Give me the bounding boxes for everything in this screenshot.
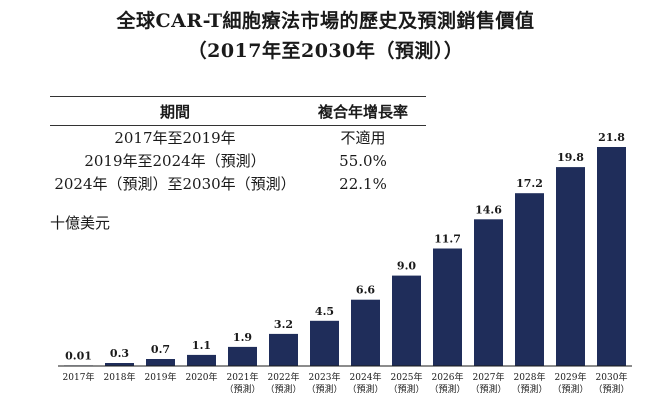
bar-3 (187, 354, 216, 366)
bar-13 (597, 147, 626, 366)
cagr-period: 2024年（預測）至2030年（預測） (54, 175, 296, 193)
bar-11 (515, 193, 544, 366)
cagr-rate: 不適用 (340, 129, 386, 147)
bar-2 (146, 359, 175, 366)
bar-value-label: 0.01 (65, 349, 92, 362)
bar-value-label: 17.2 (516, 177, 543, 190)
bar-value-label: 19.8 (557, 151, 584, 164)
bar-value-label: 6.6 (356, 284, 375, 297)
x-tick-label: 2025年（預測） (388, 371, 424, 395)
cagr-table-row: 2017年至2019年 不適用 (50, 126, 426, 150)
cagr-header-rate: 複合年增長率 (300, 96, 426, 126)
x-tick-label: 2026年（預測） (429, 371, 465, 395)
bar-10 (474, 219, 503, 366)
x-tick-label: 2018年 (104, 371, 136, 383)
bar-value-label: 11.7 (434, 233, 461, 246)
x-tick-label: 2020年 (186, 371, 218, 383)
x-tick-label: 2029年（預測） (552, 371, 588, 395)
bar-value-label: 1.9 (233, 331, 252, 344)
bar-1 (105, 363, 134, 366)
chart-subtitle: （2017年至2030年（預測）） (187, 40, 464, 62)
bar-value-label: 14.6 (475, 203, 502, 216)
cagr-table: 期間 複合年增長率 2017年至2019年 不適用 2019年至2024年（預測… (50, 96, 426, 195)
chart-title: 全球CAR-T細胞療法市場的歷史及預測銷售價值 (116, 10, 535, 32)
bar-7 (351, 299, 380, 366)
bar-8 (392, 275, 421, 366)
cagr-table-row: 2024年（預測）至2030年（預測） 22.1% (50, 172, 426, 195)
x-tick-label: 2024年（預測） (347, 371, 383, 395)
x-tick-label: 2019年 (145, 371, 177, 383)
cagr-table-header-row: 期間 複合年增長率 (50, 96, 426, 126)
x-tick-label: 2030年（預測） (593, 371, 629, 395)
y-axis-unit-label: 十億美元 (50, 214, 111, 232)
bar-9 (433, 248, 462, 366)
x-tick-label: 2022年（預測） (265, 371, 301, 395)
cagr-header-period: 期間 (50, 96, 300, 126)
cagr-rate: 22.1% (339, 174, 387, 193)
x-tick-label: 2028年（預測） (511, 371, 547, 395)
x-tick-label: 2027年（預測） (470, 371, 506, 395)
bar-value-label: 0.3 (110, 347, 129, 360)
bar-value-label: 4.5 (315, 305, 334, 318)
bar-12 (556, 167, 585, 366)
x-tick-label: 2023年（預測） (306, 371, 342, 395)
bar-value-label: 9.0 (397, 260, 416, 273)
bar-6 (310, 320, 339, 366)
bar-value-label: 3.2 (274, 318, 293, 331)
cagr-period: 2019年至2024年（預測） (84, 152, 266, 170)
bar-value-label: 1.1 (192, 339, 211, 352)
cagr-table-row: 2019年至2024年（預測） 55.0% (50, 149, 426, 172)
cagr-rate: 55.0% (339, 151, 387, 170)
bar-value-label: 0.7 (151, 343, 170, 356)
bar-5 (269, 333, 298, 366)
cagr-period: 2017年至2019年 (114, 129, 236, 147)
bar-4 (228, 346, 257, 366)
bar-value-label: 21.8 (598, 131, 625, 144)
x-tick-label: 2017年 (63, 371, 95, 383)
x-tick-label: 2021年（預測） (224, 371, 260, 395)
